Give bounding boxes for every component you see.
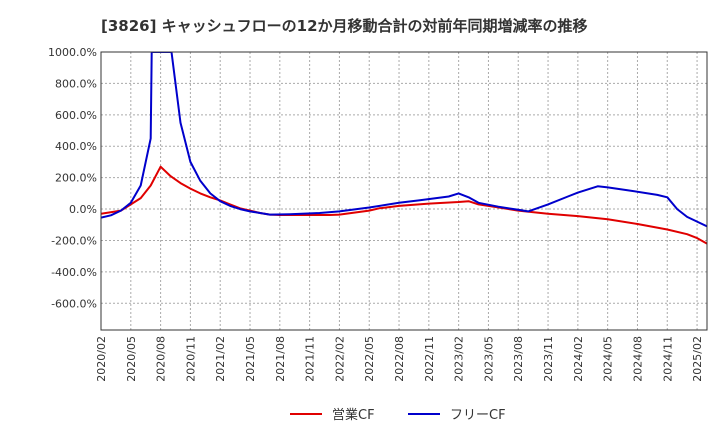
plot-area <box>101 52 707 330</box>
x-tick-label: 2020/08 <box>155 336 168 382</box>
series-line-operating-cf <box>101 165 707 245</box>
plot-frame <box>100 51 708 331</box>
x-tick-label: 2020/11 <box>184 336 197 382</box>
y-tick-label: 600.0% <box>55 109 97 122</box>
y-tick-label: 200.0% <box>55 172 97 185</box>
x-axis: 2020/02 2020/05 2020/08 2020/11 2021/02 2021/… <box>95 336 704 382</box>
x-tick-label: 2023/08 <box>512 336 525 382</box>
chart-title: [3826] キャッシュフローの12か月移動合計の対前年同期増減率の推移 <box>101 17 588 35</box>
y-tick-label: -200.0% <box>51 234 97 247</box>
series-line-free-cf <box>101 52 707 228</box>
legend: 営業CF フリーCF <box>290 407 506 423</box>
x-tick-label: 2020/02 <box>95 336 108 382</box>
x-tick-label: 2022/11 <box>423 336 436 382</box>
x-tick-label: 2024/05 <box>602 336 615 382</box>
y-tick-label: -400.0% <box>51 266 97 279</box>
x-tick-label: 2023/02 <box>453 336 466 382</box>
legend-label-operating-cf: 営業CF <box>332 407 375 423</box>
x-tick-label: 2022/02 <box>333 336 346 382</box>
y-tick-label: 400.0% <box>55 140 97 153</box>
x-tick-label: 2024/08 <box>631 336 644 382</box>
x-tick-label: 2023/05 <box>482 336 495 382</box>
x-tick-label: 2024/02 <box>572 336 585 382</box>
legend-label-free-cf: フリーCF <box>450 408 506 423</box>
x-tick-label: 2025/02 <box>691 336 704 382</box>
x-tick-label: 2024/11 <box>661 336 674 382</box>
x-tick-label: 2022/08 <box>393 336 406 382</box>
x-tick-label: 2020/05 <box>125 336 138 382</box>
y-tick-label: -600.0% <box>51 297 97 310</box>
x-tick-label: 2023/11 <box>542 336 555 382</box>
grid <box>101 51 707 330</box>
x-tick-label: 2021/05 <box>244 336 257 382</box>
y-tick-label: 1000.0% <box>48 46 97 59</box>
x-tick-label: 2021/08 <box>274 336 287 382</box>
series-lines <box>101 52 707 245</box>
x-tick-label: 2021/02 <box>214 336 227 382</box>
y-tick-label: 0.0% <box>69 203 97 216</box>
x-tick-label: 2022/05 <box>363 336 376 382</box>
y-axis: 1000.0% 800.0% 600.0% 400.0% 200.0% 0.0% -200.… <box>48 46 97 310</box>
x-tick-label: 2021/11 <box>304 336 317 382</box>
y-tick-label: 800.0% <box>55 77 97 90</box>
